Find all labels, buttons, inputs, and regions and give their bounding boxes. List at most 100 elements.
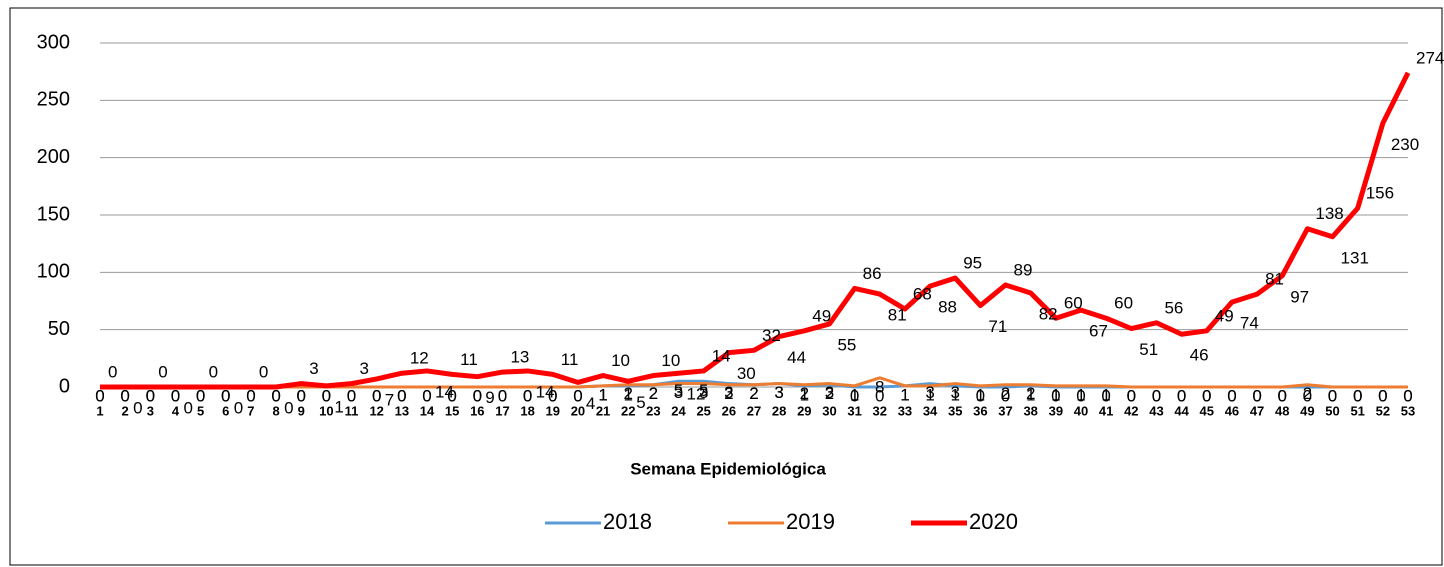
x-tick-label: 14 [420, 403, 435, 418]
data-label: 89 [1014, 260, 1033, 279]
x-tick-label: 7 [247, 403, 254, 418]
chart-border [9, 7, 1443, 566]
data-label: 2 [1303, 384, 1312, 403]
data-label: 3 [774, 383, 783, 402]
data-label: 0 [372, 386, 381, 405]
data-label: 0 [850, 386, 859, 405]
x-tick-label: 53 [1401, 403, 1415, 418]
data-label: 13 [510, 348, 529, 367]
data-label: 0 [296, 386, 305, 405]
x-tick-label: 40 [1074, 403, 1088, 418]
data-label: 10 [661, 351, 680, 370]
data-label: 0 [372, 386, 381, 405]
data-label: 95 [963, 254, 982, 273]
data-label: 0 [146, 386, 155, 405]
data-label: 0 [397, 386, 406, 405]
data-label: 2 [649, 384, 658, 403]
data-label: 0 [1353, 386, 1362, 405]
x-tick-label: 4 [172, 403, 180, 418]
x-tick-label: 15 [445, 403, 459, 418]
data-label: 5 [699, 381, 708, 400]
data-label: 138 [1315, 204, 1343, 223]
data-label: 0 [284, 398, 293, 417]
x-tick-label: 48 [1275, 403, 1289, 418]
data-label: 3 [925, 383, 934, 402]
data-label: 2 [825, 384, 834, 403]
data-label: 51 [1139, 340, 1158, 359]
data-label: 0 [548, 386, 557, 405]
x-tick-label: 36 [973, 403, 987, 418]
x-tick-label: 27 [747, 403, 761, 418]
data-label: 230 [1391, 135, 1419, 154]
data-label: 0 [246, 386, 255, 405]
data-label: 0 [196, 386, 205, 405]
data-label: 30 [737, 364, 756, 383]
data-label: 11 [561, 350, 579, 369]
x-tick-label: 25 [696, 403, 710, 418]
x-tick-label: 8 [272, 403, 279, 418]
y-tick-label: 200 [37, 146, 70, 168]
y-tick-label: 150 [37, 203, 70, 225]
data-label: 12 [410, 349, 429, 368]
data-label: 4 [586, 394, 595, 413]
data-label: 14 [536, 382, 555, 401]
data-label: 86 [863, 264, 882, 283]
data-label: 0 [1227, 386, 1236, 405]
data-label: 44 [787, 348, 806, 367]
data-label: 0 [1127, 386, 1136, 405]
y-tick-label: 0 [59, 375, 70, 397]
data-label: 0 [347, 386, 356, 405]
x-tick-label: 6 [222, 403, 229, 418]
x-tick-label: 42 [1124, 403, 1138, 418]
data-label: 3 [724, 383, 733, 402]
data-label: 55 [837, 335, 856, 354]
data-label: 1 [623, 385, 632, 404]
x-tick-label: 29 [797, 403, 811, 418]
data-label: 0 [447, 386, 456, 405]
data-label: 9 [485, 388, 494, 407]
y-tick-label: 50 [48, 318, 70, 340]
data-label: 0 [322, 386, 331, 405]
data-label: 49 [812, 306, 831, 325]
data-label: 0 [1177, 386, 1186, 405]
x-tick-label: 9 [298, 403, 305, 418]
x-tick-label: 28 [772, 403, 786, 418]
x-tick-label: 49 [1300, 403, 1314, 418]
data-label: 2 [749, 384, 758, 403]
x-tick-label: 33 [898, 403, 912, 418]
data-label: 1 [1101, 385, 1110, 404]
data-label: 0 [171, 386, 180, 405]
data-label: 0 [1303, 386, 1312, 405]
data-label: 74 [1240, 314, 1259, 333]
x-tick-label: 22 [621, 403, 635, 418]
data-label: 81 [1265, 270, 1284, 289]
data-label: 1 [925, 385, 934, 404]
x-tick-label: 19 [546, 403, 560, 418]
data-label: 0 [1378, 386, 1387, 405]
data-label: 2 [649, 384, 658, 403]
x-tick-label: 37 [998, 403, 1012, 418]
data-label: 0 [183, 398, 192, 417]
data-label: 0 [246, 386, 255, 405]
data-label: 71 [988, 317, 1007, 336]
data-label: 0 [108, 362, 117, 381]
data-label: 0 [1277, 386, 1286, 405]
data-label: 0 [498, 386, 507, 405]
data-label: 0 [1328, 386, 1337, 405]
data-label: 0 [1152, 386, 1161, 405]
x-tick-label: 13 [395, 403, 409, 418]
data-label: 0 [1227, 386, 1236, 405]
data-label: 0 [1277, 386, 1286, 405]
data-label: 0 [1001, 386, 1010, 405]
data-label: 56 [1164, 298, 1183, 317]
data-label: 0 [976, 386, 985, 405]
data-label: 0 [875, 386, 884, 405]
data-label: 0 [1202, 386, 1211, 405]
x-tick-label: 34 [923, 403, 938, 418]
data-label: 0 [1252, 386, 1261, 405]
data-label: 0 [523, 386, 532, 405]
x-tick-label: 43 [1149, 403, 1163, 418]
data-label: 5 [636, 393, 645, 412]
data-label: 0 [95, 386, 104, 405]
data-label: 0 [1378, 386, 1387, 405]
